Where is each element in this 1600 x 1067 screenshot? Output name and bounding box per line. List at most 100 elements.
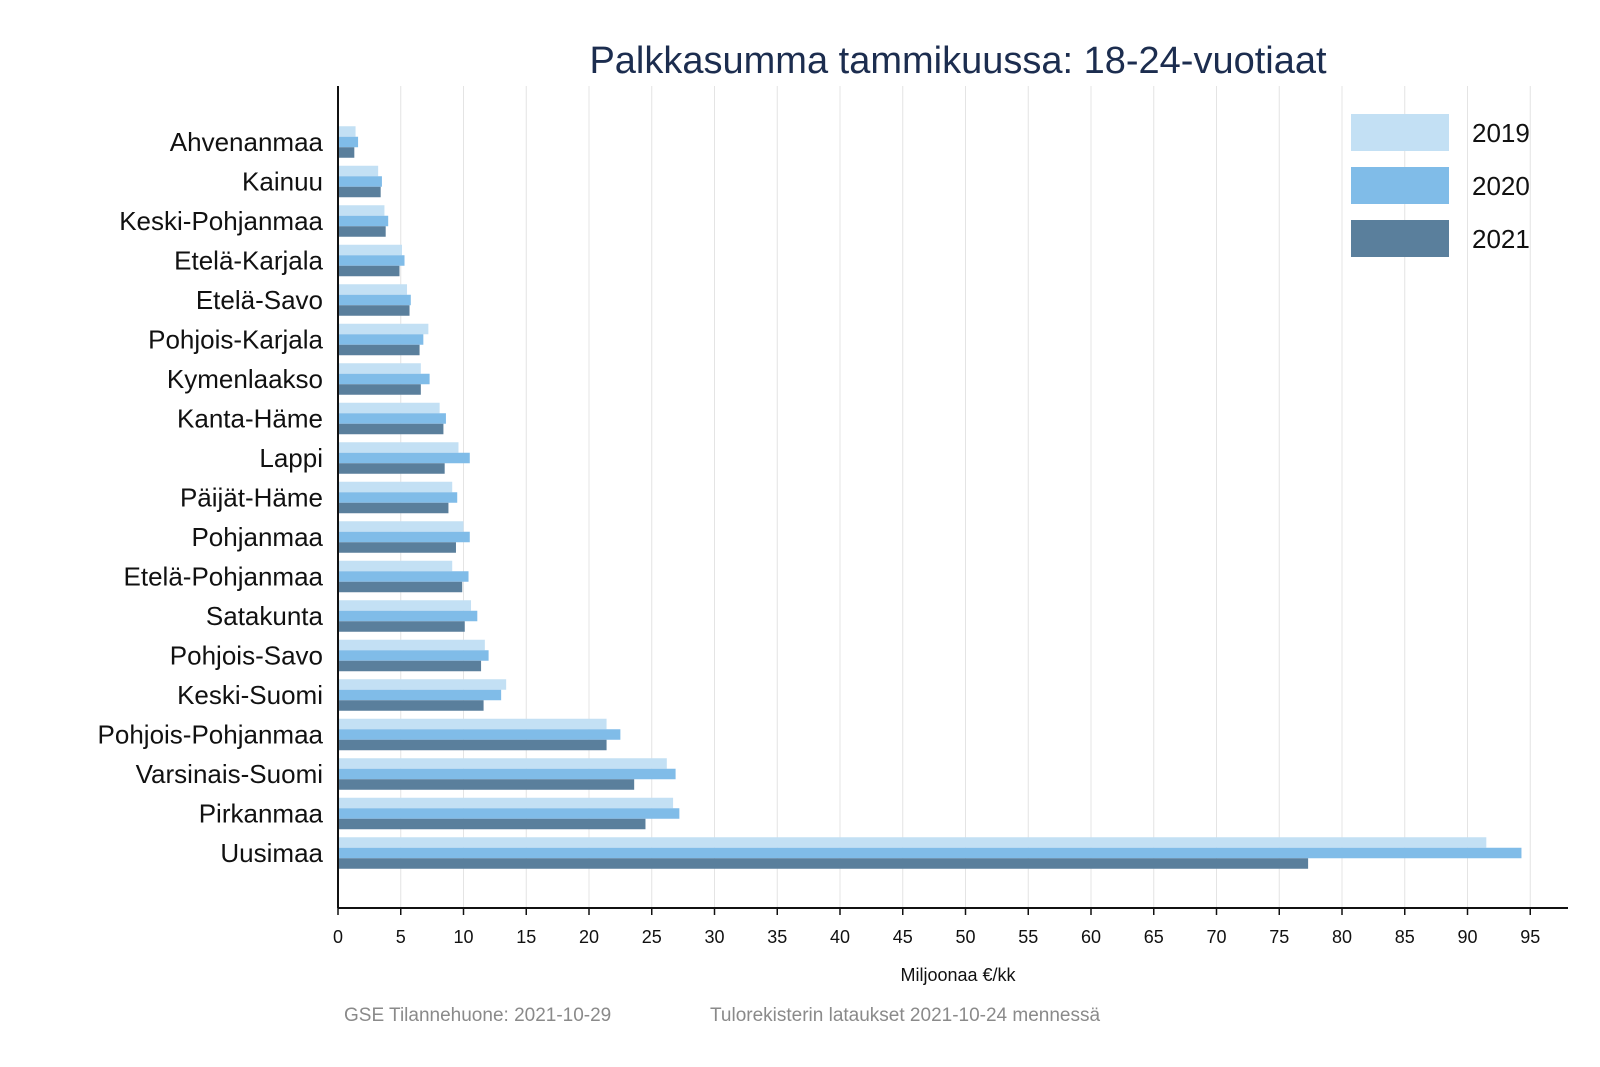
bar-2020 xyxy=(338,413,446,424)
category-label: Pirkanmaa xyxy=(199,799,324,829)
x-tick-label: 25 xyxy=(642,927,662,947)
category-label: Kanta-Häme xyxy=(177,404,323,434)
bar-2021 xyxy=(338,384,421,395)
category-label: Kainuu xyxy=(242,167,323,197)
bar-2020 xyxy=(338,334,424,345)
bar-2021 xyxy=(338,147,355,158)
bar-2019 xyxy=(338,205,385,216)
bar-2020 xyxy=(338,650,489,661)
bar-2021 xyxy=(338,739,607,751)
axes xyxy=(337,86,1568,909)
category-label: Varsinais-Suomi xyxy=(136,759,323,789)
category-label: Keski-Suomi xyxy=(177,680,323,710)
bar-2019 xyxy=(338,797,674,809)
bar-2019 xyxy=(338,402,440,414)
category-label: Uusimaa xyxy=(220,838,323,868)
legend: 2019 2020 2021 xyxy=(1351,114,1530,257)
bar-2020 xyxy=(338,294,411,306)
bar-2021 xyxy=(338,305,410,316)
bar-2019 xyxy=(338,560,453,572)
x-tick-label: 55 xyxy=(1018,927,1038,947)
bar-2020 xyxy=(338,531,470,543)
x-tick-label: 35 xyxy=(767,927,787,947)
bar-2019 xyxy=(338,481,453,493)
bar-2020 xyxy=(338,492,458,503)
gridlines xyxy=(400,86,1531,908)
x-tick-label: 15 xyxy=(516,927,536,947)
bar-2020 xyxy=(338,373,430,385)
x-tick-label: 40 xyxy=(830,927,850,947)
legend-label-2020: 2020 xyxy=(1472,171,1530,201)
bar-2019 xyxy=(338,363,421,374)
bar-2019 xyxy=(338,284,408,295)
x-tick-labels: 0 5 10 15 20 25 30 35 40 45 50 55 60 65 70 75 80 85 90 95 xyxy=(333,908,1540,947)
category-label: Etelä-Karjala xyxy=(174,246,323,276)
x-tick-label: 75 xyxy=(1269,927,1289,947)
x-tick-label: 50 xyxy=(955,927,975,947)
bar-2021 xyxy=(338,344,420,356)
footer-note: Tulorekisterin lataukset 2021-10-24 menn… xyxy=(710,1005,1101,1026)
bar-2020 xyxy=(338,215,389,227)
bar-2021 xyxy=(338,542,456,553)
bar-2020 xyxy=(338,255,405,266)
x-tick-label: 5 xyxy=(396,927,406,947)
legend-label-2021: 2021 xyxy=(1472,224,1530,254)
category-label: Kymenlaakso xyxy=(167,364,323,394)
x-tick-label: 0 xyxy=(333,927,343,947)
bar-2021 xyxy=(338,700,484,711)
bar-2021 xyxy=(338,226,386,237)
bar-2020 xyxy=(338,610,478,622)
x-tick-label: 90 xyxy=(1457,927,1477,947)
footer-source: GSE Tilannehuone: 2021-10-29 xyxy=(344,1005,612,1026)
bar-2020 xyxy=(338,136,359,148)
legend-swatch-2021 xyxy=(1351,220,1449,257)
bar-2019 xyxy=(338,126,356,137)
bar-2019 xyxy=(338,600,472,611)
bar-2021 xyxy=(338,779,635,790)
category-label: Satakunta xyxy=(206,601,324,631)
category-label: Etelä-Savo xyxy=(196,285,323,315)
x-axis-title: Miljoonaa €/kk xyxy=(900,965,1016,985)
bar-2020 xyxy=(338,808,680,819)
bar-2019 xyxy=(338,323,429,335)
bar-2019 xyxy=(338,718,607,730)
bar-2021 xyxy=(338,660,482,672)
bar-2020 xyxy=(338,768,676,780)
legend-swatch-2020 xyxy=(1351,167,1449,204)
x-tick-label: 20 xyxy=(579,927,599,947)
bar-2019 xyxy=(338,521,464,532)
bar-2021 xyxy=(338,818,646,830)
legend-swatch-2019 xyxy=(1351,114,1449,151)
x-tick-label: 70 xyxy=(1206,927,1226,947)
category-label: Pohjois-Karjala xyxy=(148,325,323,355)
chart-title: Palkkasumma tammikuussa: 18-24-vuotiaat xyxy=(589,40,1327,82)
category-label: Lappi xyxy=(259,443,323,473)
bar-2019 xyxy=(338,679,507,690)
category-label: Päijät-Häme xyxy=(180,483,323,513)
category-label: Etelä-Pohjanmaa xyxy=(124,562,324,592)
bar-2019 xyxy=(338,165,379,177)
bar-2019 xyxy=(338,442,459,453)
x-tick-label: 45 xyxy=(893,927,913,947)
bar-2021 xyxy=(338,265,400,277)
x-tick-label: 65 xyxy=(1144,927,1164,947)
bar-2020 xyxy=(338,571,469,582)
bar-2020 xyxy=(338,729,621,740)
bar-2021 xyxy=(338,621,465,632)
bar-2019 xyxy=(338,758,667,769)
category-label: Ahvenanmaa xyxy=(170,127,324,157)
bar-2019 xyxy=(338,244,403,256)
bar-2019 xyxy=(338,837,1487,848)
bar-2019 xyxy=(338,639,485,651)
x-tick-label: 85 xyxy=(1395,927,1415,947)
category-label: Pohjanmaa xyxy=(191,522,323,552)
bar-2021 xyxy=(338,858,1309,869)
x-tick-label: 80 xyxy=(1332,927,1352,947)
category-label: Keski-Pohjanmaa xyxy=(119,206,323,236)
bar-2021 xyxy=(338,423,444,435)
legend-label-2019: 2019 xyxy=(1472,118,1530,148)
bar-2020 xyxy=(338,176,382,187)
x-tick-label: 30 xyxy=(704,927,724,947)
category-label: Pohjois-Pohjanmaa xyxy=(98,720,324,750)
bar-2020 xyxy=(338,452,470,464)
